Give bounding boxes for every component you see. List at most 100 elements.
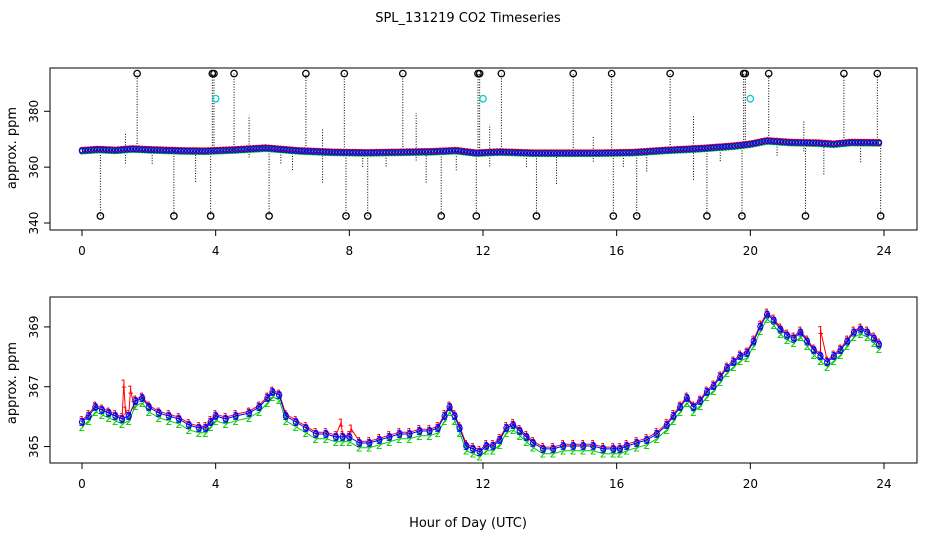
top-series3-point	[484, 149, 492, 156]
top-series3-point	[232, 146, 239, 154]
series-2-label: 2	[844, 340, 851, 353]
top-series3-point	[259, 145, 266, 152]
series-2-label: 2	[824, 361, 831, 374]
series-1-label: 1	[112, 408, 119, 421]
series-1-label: 1	[496, 432, 503, 445]
series-1-label: 1	[516, 423, 523, 436]
top-series3-point	[205, 147, 212, 155]
series-1-label: 1	[677, 399, 684, 412]
flag-low-point	[632, 212, 641, 220]
top-series3-point	[319, 148, 326, 156]
series-1-label: 1	[79, 414, 86, 427]
top-series3-point	[153, 146, 161, 154]
series-1-label: 1	[703, 384, 710, 397]
series-3-label: 3	[139, 392, 146, 405]
top-series3-point	[514, 149, 522, 156]
flag-high-point	[230, 69, 238, 78]
bottom-point	[750, 338, 757, 345]
top-series3-point	[611, 149, 618, 157]
series-3-label: 3	[441, 410, 448, 423]
bottom-point	[717, 374, 724, 381]
series-1-label: 1	[817, 324, 824, 337]
bottom-point	[332, 433, 340, 441]
bottom-point	[697, 397, 704, 405]
top-series3-point	[547, 149, 555, 157]
top-series3-point	[111, 147, 119, 154]
top-series3-point	[193, 147, 200, 155]
series-3-label: 3	[416, 425, 423, 438]
bottom-point	[710, 383, 717, 390]
series-1-label: 1	[119, 411, 126, 424]
top-series3-point	[138, 146, 146, 153]
series-3-label: 3	[202, 422, 209, 435]
bottom-point	[850, 329, 858, 336]
top-series3-point	[165, 147, 173, 154]
top-series3-point	[641, 148, 648, 156]
series-3-label: 3	[844, 335, 851, 348]
series-1-label: 1	[503, 420, 510, 433]
series-1-label: 1	[857, 322, 864, 335]
series-3-label: 3	[817, 350, 824, 363]
series-1-label: 1	[256, 399, 263, 412]
top-series3-point	[454, 147, 462, 155]
series-2-label: 2	[737, 355, 744, 368]
top-series3-point	[190, 147, 197, 155]
series-2-label: 2	[590, 445, 597, 458]
top-series3-point	[839, 140, 847, 147]
series-3-label: 3	[246, 407, 253, 420]
top-series3-point	[289, 147, 296, 154]
series-2-label: 2	[663, 424, 670, 437]
top-series3-point	[388, 149, 396, 156]
bottom-point	[339, 433, 346, 441]
series-1-label: 1	[366, 435, 373, 448]
series-2-label: 2	[784, 334, 791, 347]
series-2-label: 2	[346, 436, 353, 449]
top-panel-points	[78, 137, 883, 158]
series-2-label: 2	[750, 340, 757, 353]
top-series3-point	[740, 141, 747, 149]
series-1-label: 1	[784, 327, 791, 340]
top-series3-point	[114, 146, 122, 154]
series-3-label: 3	[633, 437, 640, 450]
top-series3-point	[635, 149, 642, 156]
top-series3-point	[755, 139, 762, 146]
top-series3-point	[767, 137, 774, 145]
series-2-label: 2	[269, 391, 276, 404]
series-2-label: 2	[764, 313, 771, 326]
series-1-label: 1	[222, 411, 229, 424]
top-series3-point	[150, 146, 158, 154]
series-3-label: 3	[730, 356, 737, 369]
top-series3-point	[587, 149, 594, 157]
top-series3-point	[659, 147, 666, 154]
top-series3-point	[334, 149, 341, 156]
series-3-label: 3	[777, 323, 784, 336]
top-series3-point	[845, 139, 853, 146]
top-series3-point	[553, 149, 561, 157]
top-series3-point	[562, 149, 570, 157]
top-series3-point	[653, 147, 660, 155]
series-2-label: 2	[207, 421, 214, 434]
bottom-point	[810, 347, 817, 354]
top-series3-point	[391, 149, 399, 156]
series-3-label: 3	[516, 425, 523, 438]
bottom-point	[737, 353, 744, 360]
top-series3-point	[713, 144, 720, 151]
series-1-label: 1	[750, 333, 757, 346]
bottom-point	[763, 311, 771, 318]
flag-high-point	[840, 69, 848, 78]
series-2-label: 2	[643, 439, 650, 452]
series-3-label: 3	[743, 347, 750, 360]
top-series3-point	[171, 147, 179, 154]
top-series3-point	[746, 141, 753, 148]
bottom-point	[670, 412, 677, 420]
bottom-point	[610, 445, 617, 453]
top-series3-point	[662, 147, 669, 154]
bottom-point	[804, 338, 811, 345]
series-1-label: 1	[663, 417, 670, 430]
series-1-label: 1	[743, 345, 750, 358]
top-series3-point	[250, 145, 257, 153]
bottom-point	[777, 326, 784, 333]
top-series3-point	[505, 149, 513, 156]
top-series3-point	[271, 145, 278, 153]
